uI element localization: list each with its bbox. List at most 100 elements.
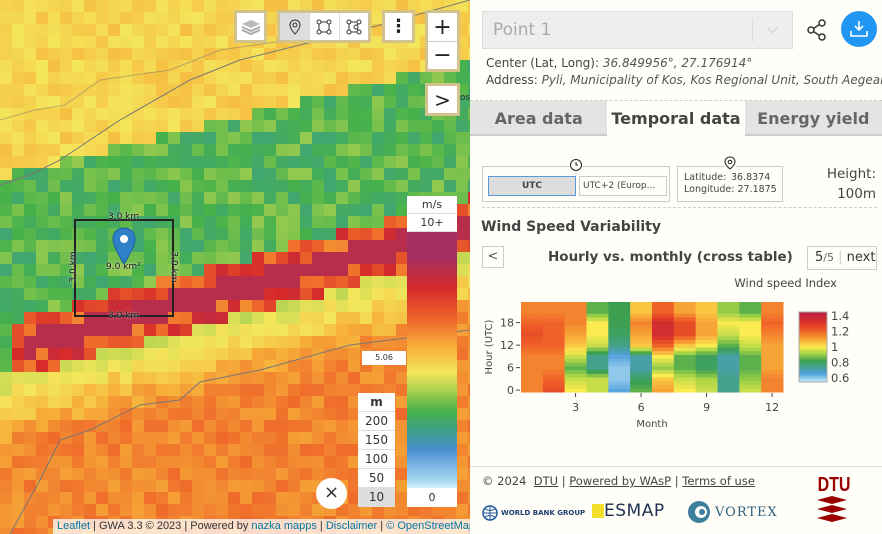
- close-legend-button[interactable]: ×: [316, 478, 347, 509]
- heatmap-cell: [695, 365, 718, 370]
- leaflet-link[interactable]: Leaflet: [57, 520, 91, 532]
- point-select[interactable]: Point 1 ⌵: [482, 11, 793, 49]
- heatmap-cell: [673, 388, 697, 393]
- raster-cell: [24, 408, 36, 420]
- raster-cell: [276, 276, 288, 288]
- raster-cell: [36, 60, 48, 72]
- nazka-link[interactable]: nazka mapps: [251, 520, 317, 532]
- share-icon[interactable]: [807, 19, 827, 41]
- disclaimer-link[interactable]: Disclaimer: [325, 520, 378, 532]
- heatmap-cell: [542, 324, 566, 329]
- raster-cell: [84, 372, 96, 384]
- next-chart-button[interactable]: 5/5 | next: [807, 246, 877, 270]
- raster-cell: [144, 408, 156, 420]
- raster-cell: [72, 60, 84, 72]
- raster-cell: [84, 72, 96, 84]
- heatmap-cell: [695, 373, 718, 378]
- zoom-in-button[interactable]: +: [425, 10, 460, 42]
- download-button[interactable]: [841, 11, 877, 47]
- heatmap-cell: [564, 343, 587, 348]
- layers-button[interactable]: [234, 10, 267, 43]
- raster-cell: [0, 120, 12, 132]
- raster-cell: [144, 396, 156, 408]
- point-tool-button[interactable]: [280, 13, 310, 40]
- raster-cell: [204, 264, 216, 276]
- raster-cell: [468, 492, 470, 504]
- raster-cell: [60, 300, 72, 312]
- raster-cell: [168, 504, 180, 516]
- height-option[interactable]: 100: [358, 450, 395, 469]
- polygon-tool-button[interactable]: [338, 13, 368, 40]
- heatmap-cell: [630, 328, 653, 333]
- height-option[interactable]: 150: [358, 431, 395, 450]
- height-option-selected[interactable]: 10: [358, 488, 395, 507]
- raster-cell: [300, 504, 312, 516]
- heatmap-cell: [542, 369, 566, 374]
- zoom-out-button[interactable]: −: [425, 41, 460, 72]
- raster-cell: [48, 96, 60, 108]
- tab-temporal-data[interactable]: Temporal data: [607, 101, 745, 136]
- dtu-link[interactable]: DTU: [533, 474, 559, 488]
- raster-cell: [168, 60, 180, 72]
- raster-cell: [252, 108, 264, 120]
- raster-cell: [132, 444, 144, 456]
- raster-cell: [120, 36, 132, 48]
- raster-cell: [252, 240, 264, 252]
- height-option[interactable]: 200: [358, 412, 395, 431]
- raster-cell: [336, 408, 348, 420]
- terms-link[interactable]: Terms of use: [682, 474, 755, 488]
- heatmap-cell: [564, 347, 587, 352]
- raster-cell: [36, 204, 48, 216]
- raster-cell: [348, 360, 360, 372]
- measure-rectangle[interactable]: [74, 219, 174, 317]
- point-select-value: Point 1: [493, 20, 552, 40]
- raster-cell: [84, 180, 96, 192]
- raster-cell: [24, 192, 36, 204]
- raster-cell: [408, 96, 420, 108]
- raster-cell: [108, 60, 120, 72]
- raster-cell: [408, 0, 420, 12]
- raster-cell: [156, 348, 168, 360]
- raster-cell: [48, 228, 60, 240]
- heatmap-cell: [630, 377, 653, 382]
- raster-cell: [264, 72, 276, 84]
- previous-chart-button[interactable]: <: [482, 246, 504, 268]
- tab-area-data[interactable]: Area data: [470, 101, 608, 136]
- raster-cell: [180, 156, 192, 168]
- raster-cell: [180, 144, 192, 156]
- raster-cell: [384, 288, 396, 300]
- utc-button[interactable]: UTC: [488, 176, 576, 196]
- raster-cell: [432, 180, 444, 192]
- raster-cell: [120, 360, 132, 372]
- height-option[interactable]: 50: [358, 469, 395, 488]
- raster-cell: [192, 132, 204, 144]
- wind-map[interactable]: 3.0 km 3.0 km 3.0 km 3.0 km 9.0 km² ⋮ + …: [0, 0, 470, 534]
- raster-cell: [132, 168, 144, 180]
- tab-energy-yield[interactable]: Energy yield: [744, 101, 882, 136]
- rectangle-tool-button[interactable]: [309, 13, 338, 40]
- raster-cell: [216, 468, 228, 480]
- heatmap-cell: [521, 335, 544, 340]
- raster-cell: [444, 156, 456, 168]
- raster-cell: [264, 312, 276, 324]
- center-value: 36.849956°, 27.176914°: [602, 56, 753, 70]
- expand-panel-button[interactable]: >: [425, 83, 460, 116]
- wasp-link[interactable]: Powered by WAsP: [569, 474, 672, 488]
- osm-link[interactable]: © OpenStreetMap: [386, 520, 470, 532]
- heatmap-cell: [717, 350, 740, 355]
- heatmap-cell: [652, 324, 675, 329]
- local-time-button[interactable]: UTC+2 (Europ...: [579, 176, 667, 196]
- colorbar-title: Wind speed Index: [734, 276, 837, 290]
- heatmap-cell: [717, 347, 740, 352]
- raster-cell: [216, 156, 228, 168]
- raster-cell: [468, 444, 470, 456]
- raster-cell: [84, 456, 96, 468]
- raster-cell: [192, 420, 204, 432]
- wind-speed-legend: m/s 10+ 0: [407, 196, 457, 509]
- location-pin-icon[interactable]: [112, 227, 136, 265]
- raster-cell: [36, 348, 48, 360]
- raster-cell: [12, 408, 24, 420]
- more-menu-button[interactable]: ⋮: [382, 10, 415, 43]
- raster-cell: [336, 168, 348, 180]
- raster-cell: [336, 456, 348, 468]
